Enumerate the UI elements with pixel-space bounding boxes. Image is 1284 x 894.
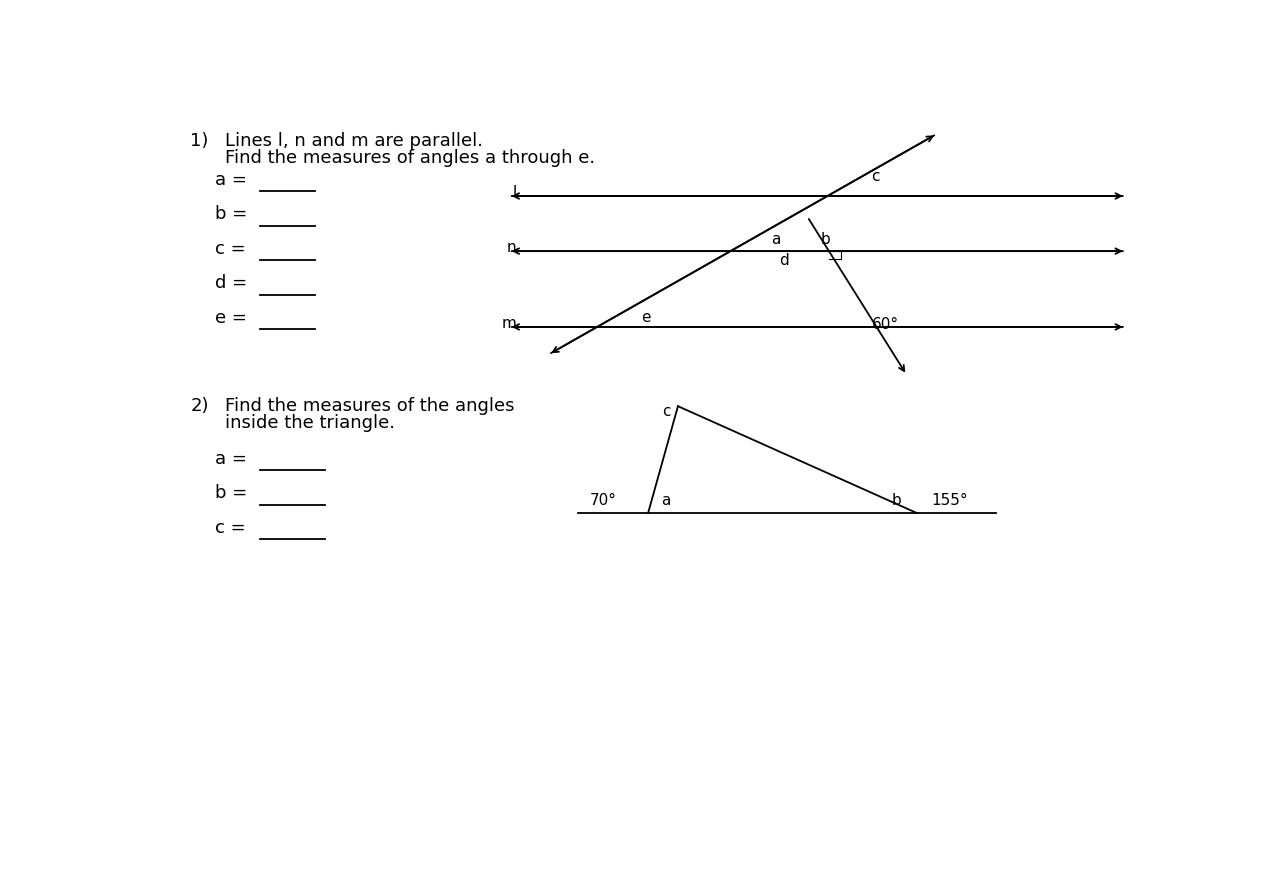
Text: a =: a = xyxy=(216,450,247,468)
Text: a: a xyxy=(661,493,670,508)
Text: c: c xyxy=(871,169,880,183)
Text: l: l xyxy=(512,185,516,200)
Text: 1): 1) xyxy=(190,131,209,149)
Text: b =: b = xyxy=(216,205,248,223)
Text: Find the measures of angles a through e.: Find the measures of angles a through e. xyxy=(225,148,596,166)
Text: c =: c = xyxy=(216,519,245,536)
Text: b =: b = xyxy=(216,484,248,502)
Text: a: a xyxy=(770,232,781,247)
Text: 70°: 70° xyxy=(589,493,616,508)
Text: e: e xyxy=(642,309,651,325)
Text: 155°: 155° xyxy=(932,493,968,508)
Text: 2): 2) xyxy=(190,396,209,415)
Text: a =: a = xyxy=(216,171,247,189)
Text: c: c xyxy=(663,403,672,418)
Text: Lines l, n and m are parallel.: Lines l, n and m are parallel. xyxy=(225,131,483,149)
Text: b: b xyxy=(892,493,901,508)
Text: inside the triangle.: inside the triangle. xyxy=(225,414,395,432)
Text: Find the measures of the angles: Find the measures of the angles xyxy=(225,396,515,415)
Text: e =: e = xyxy=(216,308,247,326)
Text: m: m xyxy=(502,316,516,331)
Text: d =: d = xyxy=(216,274,248,291)
Text: c =: c = xyxy=(216,240,245,257)
Text: b: b xyxy=(820,232,829,247)
Text: n: n xyxy=(507,240,516,255)
Text: d: d xyxy=(779,253,790,267)
Text: 60°: 60° xyxy=(872,316,899,332)
